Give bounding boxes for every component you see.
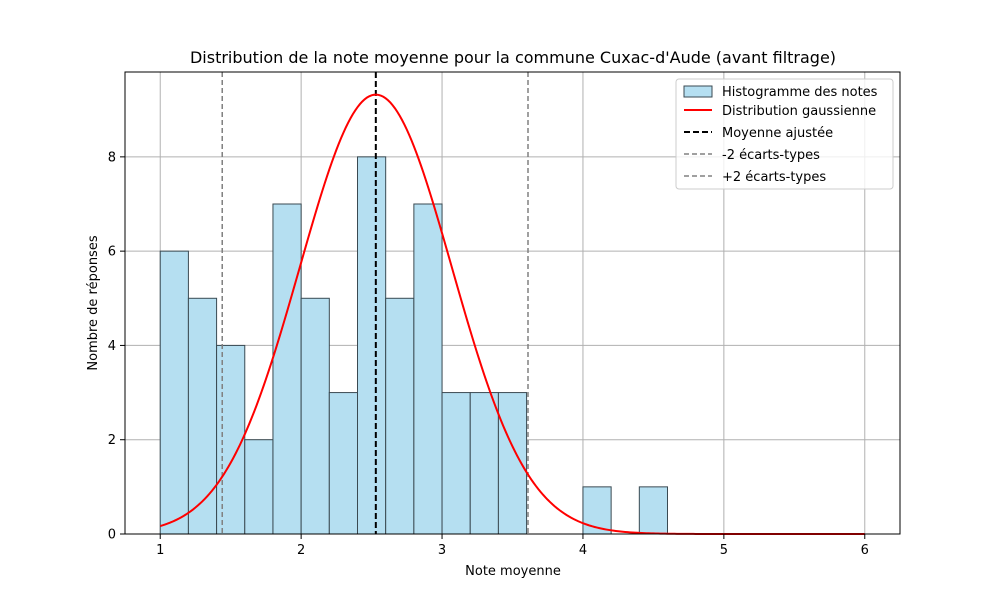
legend-label-mean: Moyenne ajustée [722,126,833,141]
y-axis-ticks: 0 2 4 6 8 [108,150,125,543]
y-tick-label: 0 [108,528,116,543]
histogram-bar [159,250,189,535]
x-tick-label: 2 [297,543,305,558]
legend-label-minus2sd: -2 écarts-types [722,148,820,163]
legend-frame [675,78,894,190]
y-tick-label: 2 [108,433,116,448]
plot-area-frame [124,71,901,535]
histogram-bars [159,156,668,535]
y-tick-label: 8 [108,150,116,165]
histogram-bar [638,486,668,535]
y-tick-label: 6 [108,245,116,260]
x-tick-label: 3 [438,543,446,558]
histogram-bar [469,392,499,535]
histogram-bar [357,156,387,535]
legend: Histogramme des notes Distribution gauss… [675,78,894,190]
reference-lines [221,72,529,534]
legend-label-plus2sd: +2 écarts-types [722,170,826,185]
x-tick-label: 5 [720,543,728,558]
x-axis-label: Note moyenne [465,564,561,579]
legend-swatch-histogram [683,85,713,98]
x-tick-label: 4 [579,543,587,558]
y-axis-label: Nombre de réponses [86,235,101,370]
legend-label-histogram: Histogramme des notes [722,85,878,100]
x-axis-ticks: 1 2 3 4 5 6 [156,534,869,558]
y-tick-label: 4 [108,339,116,354]
histogram-bar [441,392,471,535]
histogram-bar [385,297,415,535]
legend-label-gaussian: Distribution gaussienne [722,104,876,119]
x-tick-label: 6 [861,543,869,558]
chart-title: Distribution de la note moyenne pour la … [190,48,836,67]
histogram-bar [413,203,443,535]
histogram-bar [300,297,330,535]
x-tick-label: 1 [156,543,164,558]
histogram-bar [216,344,246,535]
histogram-bar [244,439,274,535]
histogram-bar [328,392,358,535]
histogram-bar [187,297,218,535]
histogram-bar [272,203,302,535]
